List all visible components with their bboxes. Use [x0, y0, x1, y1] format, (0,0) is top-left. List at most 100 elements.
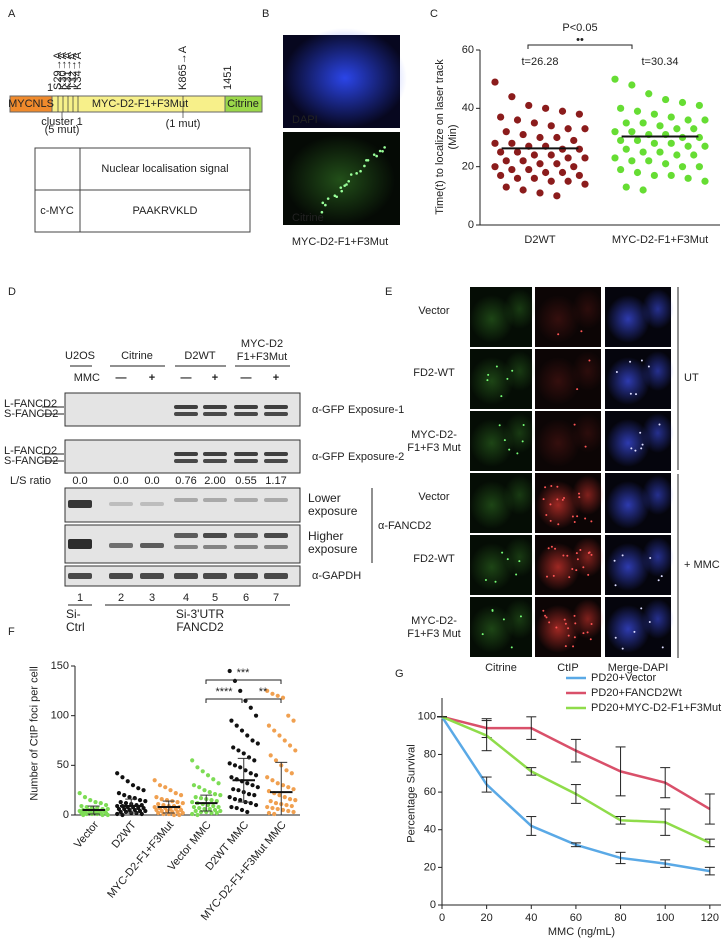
point	[248, 705, 253, 710]
cell	[536, 419, 581, 467]
cell	[536, 543, 581, 591]
label: K34→A	[72, 51, 84, 90]
axis-label: Percentage Survival	[405, 744, 418, 843]
point	[558, 168, 567, 177]
y-tick-label: 60	[424, 786, 436, 798]
focus	[515, 573, 518, 576]
focus	[556, 498, 559, 501]
band	[264, 498, 288, 502]
point	[266, 723, 272, 728]
point	[673, 151, 681, 159]
point	[639, 119, 647, 127]
point	[105, 812, 110, 818]
point	[100, 812, 105, 818]
label: Nuclear localisation signal	[101, 163, 228, 175]
focus	[575, 569, 578, 572]
focus	[590, 553, 593, 556]
mean-label: t=30.34	[641, 56, 678, 68]
point	[286, 808, 291, 814]
focus	[552, 574, 555, 577]
focus	[587, 573, 590, 576]
bracket	[527, 44, 633, 49]
point	[168, 788, 173, 793]
cell	[469, 605, 514, 653]
cell	[469, 481, 514, 529]
point	[195, 812, 200, 818]
point	[79, 803, 84, 809]
label: 1	[77, 592, 83, 604]
point	[581, 125, 589, 133]
label: —	[181, 372, 192, 384]
point	[270, 778, 275, 783]
point	[115, 811, 120, 817]
point	[497, 171, 505, 180]
point	[207, 790, 212, 795]
point	[130, 783, 136, 788]
point	[175, 799, 180, 805]
focus	[589, 638, 592, 641]
focus	[516, 452, 519, 455]
point	[547, 151, 555, 159]
label: —	[75, 360, 86, 372]
point	[231, 745, 236, 750]
point	[232, 763, 238, 768]
point	[98, 800, 103, 806]
focus	[649, 556, 652, 559]
focus	[556, 485, 559, 488]
band	[174, 545, 198, 549]
focus	[547, 547, 550, 550]
y-tick-label: 20	[424, 861, 436, 873]
focus	[578, 492, 581, 495]
point	[191, 783, 197, 788]
point	[227, 761, 232, 766]
x-axis-label: MMC (ng/mL)	[548, 926, 615, 938]
cell	[641, 289, 674, 329]
band	[109, 502, 133, 506]
focus	[503, 439, 506, 442]
point	[253, 802, 259, 808]
point	[667, 171, 675, 180]
point	[250, 738, 255, 743]
point	[227, 795, 232, 800]
focus	[544, 614, 547, 617]
focus	[574, 622, 577, 625]
cell	[503, 537, 536, 577]
label: UT	[684, 372, 699, 384]
label: T32→A	[67, 52, 79, 90]
focus	[557, 333, 560, 336]
point	[212, 792, 218, 797]
focus	[550, 485, 553, 488]
point	[536, 133, 544, 142]
point	[282, 738, 287, 743]
label: 1	[47, 82, 53, 94]
point	[639, 148, 647, 156]
label: (1 mut)	[166, 118, 201, 130]
point	[633, 168, 642, 177]
point	[265, 775, 270, 780]
point	[245, 809, 250, 815]
point	[491, 78, 499, 86]
label: MMC	[74, 372, 100, 384]
label: DAPI	[292, 114, 318, 126]
point	[617, 136, 625, 145]
cell	[641, 413, 674, 453]
point	[116, 791, 122, 796]
point	[617, 104, 625, 112]
point	[193, 808, 198, 814]
focus	[640, 607, 643, 610]
band	[203, 545, 227, 549]
cell	[571, 413, 604, 453]
focus	[614, 584, 617, 587]
focus	[542, 609, 545, 612]
focus	[549, 519, 552, 522]
focus	[566, 554, 569, 557]
point	[209, 798, 214, 803]
focus	[554, 547, 557, 550]
row-label: Vector	[418, 305, 450, 317]
point	[239, 807, 245, 813]
point	[202, 788, 207, 793]
focus	[658, 423, 661, 426]
bracket	[205, 698, 243, 703]
point	[684, 116, 692, 124]
focus	[347, 179, 351, 183]
